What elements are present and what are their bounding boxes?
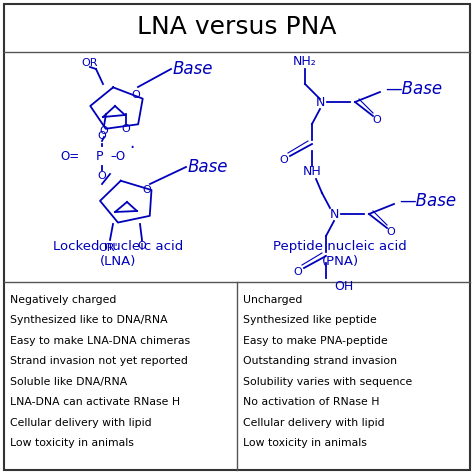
Text: Uncharged: Uncharged — [243, 295, 302, 305]
Text: O: O — [373, 115, 382, 125]
Text: OR: OR — [82, 58, 98, 68]
Text: LNA-DNA can activate RNase H: LNA-DNA can activate RNase H — [10, 397, 180, 407]
Text: Cellular delivery with lipid: Cellular delivery with lipid — [10, 418, 152, 428]
Text: O: O — [293, 267, 302, 277]
Text: O: O — [280, 155, 288, 165]
Text: N: N — [315, 95, 325, 109]
Text: No activation of RNase H: No activation of RNase H — [243, 397, 380, 407]
Text: Peptide nucleic acid
(PNA): Peptide nucleic acid (PNA) — [273, 240, 407, 268]
Text: P: P — [96, 149, 104, 163]
Text: Synthesized like peptide: Synthesized like peptide — [243, 316, 377, 326]
Text: OR': OR' — [98, 243, 118, 253]
Text: Negatively charged: Negatively charged — [10, 295, 117, 305]
Text: –O: –O — [110, 149, 125, 163]
Text: O: O — [100, 126, 109, 136]
Text: Easy to make PNA-peptide: Easy to make PNA-peptide — [243, 336, 388, 346]
Text: O=: O= — [61, 149, 80, 163]
Text: Low toxicity in animals: Low toxicity in animals — [10, 438, 134, 448]
Text: Easy to make LNA-DNA chimeras: Easy to make LNA-DNA chimeras — [10, 336, 190, 346]
Text: N: N — [329, 208, 339, 220]
Text: Low toxicity in animals: Low toxicity in animals — [243, 438, 367, 448]
Text: O: O — [132, 90, 140, 100]
Text: Synthesized like to DNA/RNA: Synthesized like to DNA/RNA — [10, 316, 168, 326]
Text: Solubility varies with sequence: Solubility varies with sequence — [243, 377, 412, 387]
Text: O: O — [122, 124, 130, 134]
Text: O: O — [387, 227, 395, 237]
Text: Soluble like DNA/RNA: Soluble like DNA/RNA — [10, 377, 127, 387]
Text: Base: Base — [173, 60, 213, 78]
Text: —Base: —Base — [385, 80, 442, 98]
Text: Locked nucleic acid
(LNA): Locked nucleic acid (LNA) — [53, 240, 183, 268]
Text: O: O — [137, 241, 146, 251]
Text: LNA versus PNA: LNA versus PNA — [137, 15, 337, 39]
Text: O: O — [98, 131, 106, 141]
Text: NH: NH — [302, 164, 321, 177]
Text: Cellular delivery with lipid: Cellular delivery with lipid — [243, 418, 384, 428]
Text: Strand invasion not yet reported: Strand invasion not yet reported — [10, 356, 188, 366]
Text: Base: Base — [188, 158, 228, 176]
Text: Outstanding strand invasion: Outstanding strand invasion — [243, 356, 397, 366]
Text: O: O — [98, 171, 106, 181]
Text: O: O — [143, 185, 151, 195]
Text: ·: · — [129, 139, 135, 157]
Text: NH₂: NH₂ — [293, 55, 317, 67]
Text: OH: OH — [334, 280, 353, 292]
Text: —Base: —Base — [399, 192, 456, 210]
